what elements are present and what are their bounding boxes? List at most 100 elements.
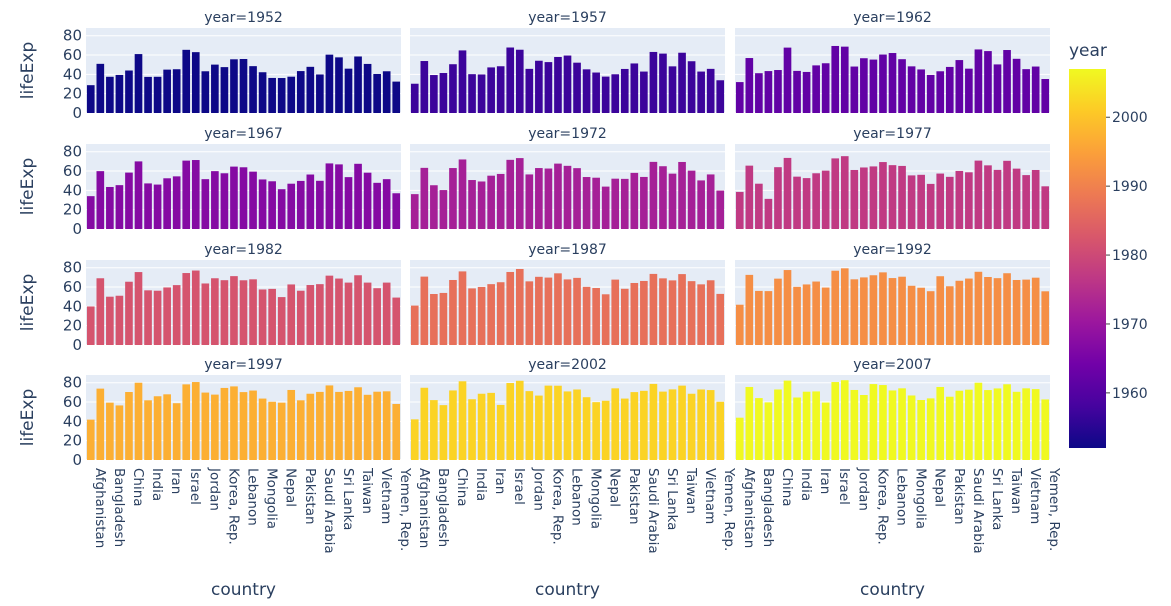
bar <box>430 185 438 229</box>
x-tick-label: Mongolia <box>588 468 604 529</box>
bar <box>420 61 429 113</box>
bar <box>840 268 849 345</box>
bar <box>697 284 705 345</box>
bar <box>764 402 773 460</box>
bar <box>850 66 859 113</box>
bar <box>697 71 705 113</box>
y-axis-title: lifeExp <box>18 274 38 331</box>
bar <box>410 419 419 460</box>
x-tick-label: Korea, Rep. <box>874 468 890 545</box>
y-tick-label: 60 <box>63 278 82 296</box>
bar <box>735 417 744 460</box>
bar <box>191 382 200 460</box>
bar <box>125 281 133 345</box>
bar <box>211 64 219 113</box>
bar <box>277 297 286 345</box>
bar <box>965 172 973 229</box>
x-tick-label: Vietnam <box>702 468 718 524</box>
bar <box>458 50 467 113</box>
bar <box>611 388 620 460</box>
x-tick-label: Iran <box>492 468 508 494</box>
bar <box>430 294 438 345</box>
bar <box>449 279 457 345</box>
bar <box>201 392 210 460</box>
bar <box>296 180 305 229</box>
bar <box>201 179 210 229</box>
bar <box>249 66 257 113</box>
y-tick-label: 40 <box>63 297 82 315</box>
bar <box>363 63 372 113</box>
y-tick-label: 0 <box>72 104 82 122</box>
x-tick-label: Iran <box>817 468 833 494</box>
bar <box>496 404 505 460</box>
bar <box>917 400 925 460</box>
bar <box>984 51 992 113</box>
colorbar-title: year <box>1069 41 1107 61</box>
bar <box>582 397 591 460</box>
bar <box>344 177 353 229</box>
bar <box>430 400 438 460</box>
bar <box>678 161 686 229</box>
x-tick-label: Nepal <box>932 468 948 507</box>
facet-title: year=1957 <box>528 10 607 26</box>
x-tick-label: China <box>454 468 470 507</box>
bar <box>649 161 658 229</box>
bar <box>373 288 381 345</box>
bar <box>755 398 763 460</box>
bar <box>487 175 495 229</box>
facet-panel: year=1972 <box>410 126 725 230</box>
bar <box>888 278 897 345</box>
bar <box>630 282 639 345</box>
y-tick-label: 20 <box>63 201 82 219</box>
bar <box>945 286 954 345</box>
bar <box>1022 279 1030 345</box>
bar <box>363 394 372 460</box>
bar <box>449 168 457 229</box>
bar <box>153 76 162 113</box>
bar <box>563 391 572 460</box>
bar <box>993 278 1002 345</box>
colorbar-tick-label: 1970 <box>1112 317 1148 333</box>
bar <box>955 170 964 229</box>
bar <box>821 402 830 460</box>
bar <box>840 156 849 229</box>
bar <box>249 390 257 460</box>
bar <box>898 165 906 229</box>
y-tick-label: 20 <box>63 432 82 450</box>
bar <box>582 69 591 113</box>
bar <box>316 74 324 113</box>
bar <box>392 403 401 460</box>
bar <box>268 77 276 113</box>
bar <box>335 164 343 229</box>
y-tick-label: 40 <box>63 65 82 83</box>
bar <box>86 419 95 461</box>
bar <box>965 278 973 345</box>
bar <box>1003 50 1011 113</box>
y-tick-label: 20 <box>63 317 82 335</box>
bar <box>277 402 286 461</box>
bar <box>316 180 324 229</box>
bar <box>802 391 811 460</box>
bar <box>1031 169 1040 229</box>
x-tick-label: Taiwan <box>1008 467 1024 514</box>
bar <box>344 390 353 460</box>
bar <box>115 74 124 113</box>
bar <box>230 276 238 345</box>
bar <box>525 174 534 229</box>
bar <box>201 283 210 345</box>
bar <box>563 55 572 113</box>
bar <box>640 176 648 229</box>
bar <box>888 53 897 113</box>
bar <box>125 392 133 460</box>
bar <box>544 62 553 113</box>
bar <box>926 74 935 113</box>
bar <box>907 395 916 460</box>
facet-panel: year=1957 <box>410 10 725 114</box>
bar <box>544 168 553 229</box>
bar <box>668 280 677 345</box>
x-tick-label: India <box>149 468 165 501</box>
bar <box>831 382 840 460</box>
bar <box>86 196 95 229</box>
x-tick-label: Vietnam <box>378 468 394 524</box>
